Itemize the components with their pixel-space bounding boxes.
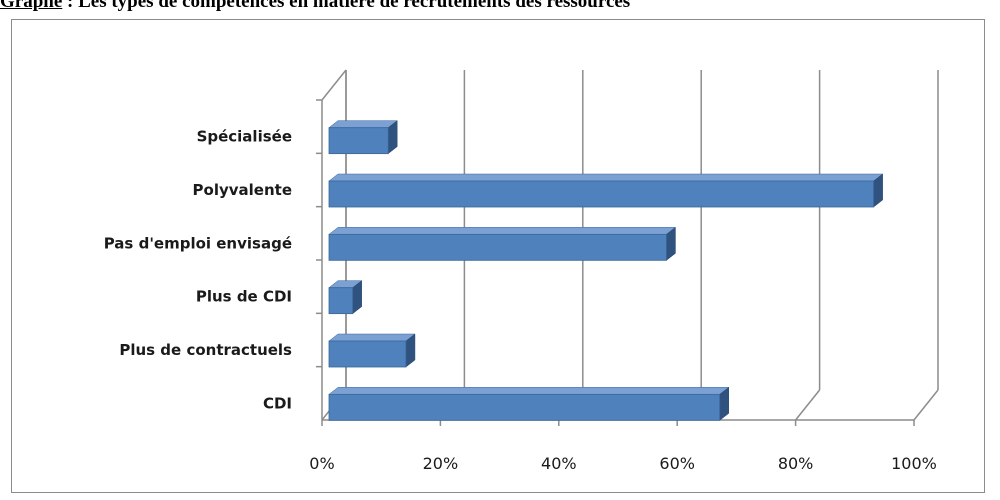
x-tick-label: 40% (541, 454, 577, 473)
bar (328, 340, 407, 368)
bar-top (328, 227, 677, 235)
chart-frame (11, 19, 985, 493)
y-axis-top-edge (321, 69, 347, 101)
x-tick-label: 60% (659, 454, 695, 473)
bar-top (328, 173, 884, 182)
bar-top (328, 333, 416, 342)
category-label: Spécialisée (197, 128, 292, 146)
caption-prefix: Graphe (0, 0, 63, 11)
category-label: Polyvalente (193, 181, 292, 199)
bar (328, 127, 389, 155)
category-labels: Spécialisée Polyvalente Pas d'emploi envis… (104, 128, 292, 413)
gridline-floor (795, 389, 821, 421)
figure-caption: Graphe : Les types de compétences en mat… (0, 0, 1000, 11)
bar-top (328, 120, 398, 128)
bar-top (328, 387, 730, 395)
category-label: Pas d'emploi envisagé (104, 234, 292, 252)
x-tick-label: 80% (778, 454, 814, 473)
category-label: Plus de CDI (196, 288, 292, 306)
category-label: Plus de contractuels (119, 341, 292, 359)
x-tick-label: 20% (423, 454, 459, 473)
x-tick-label: 100% (891, 454, 937, 473)
bar (328, 180, 875, 208)
x-tick-labels: 0% 20% 40% 60% 80% 100% (309, 454, 937, 473)
bar (328, 233, 667, 261)
gridline-floor (913, 389, 939, 421)
bar (328, 393, 721, 421)
chart-bars (328, 120, 884, 421)
caption-text: : Les types de compétences en matière de… (62, 0, 631, 11)
category-label: CDI (263, 394, 292, 412)
x-tick-label: 0% (309, 454, 334, 473)
bar (328, 287, 354, 315)
